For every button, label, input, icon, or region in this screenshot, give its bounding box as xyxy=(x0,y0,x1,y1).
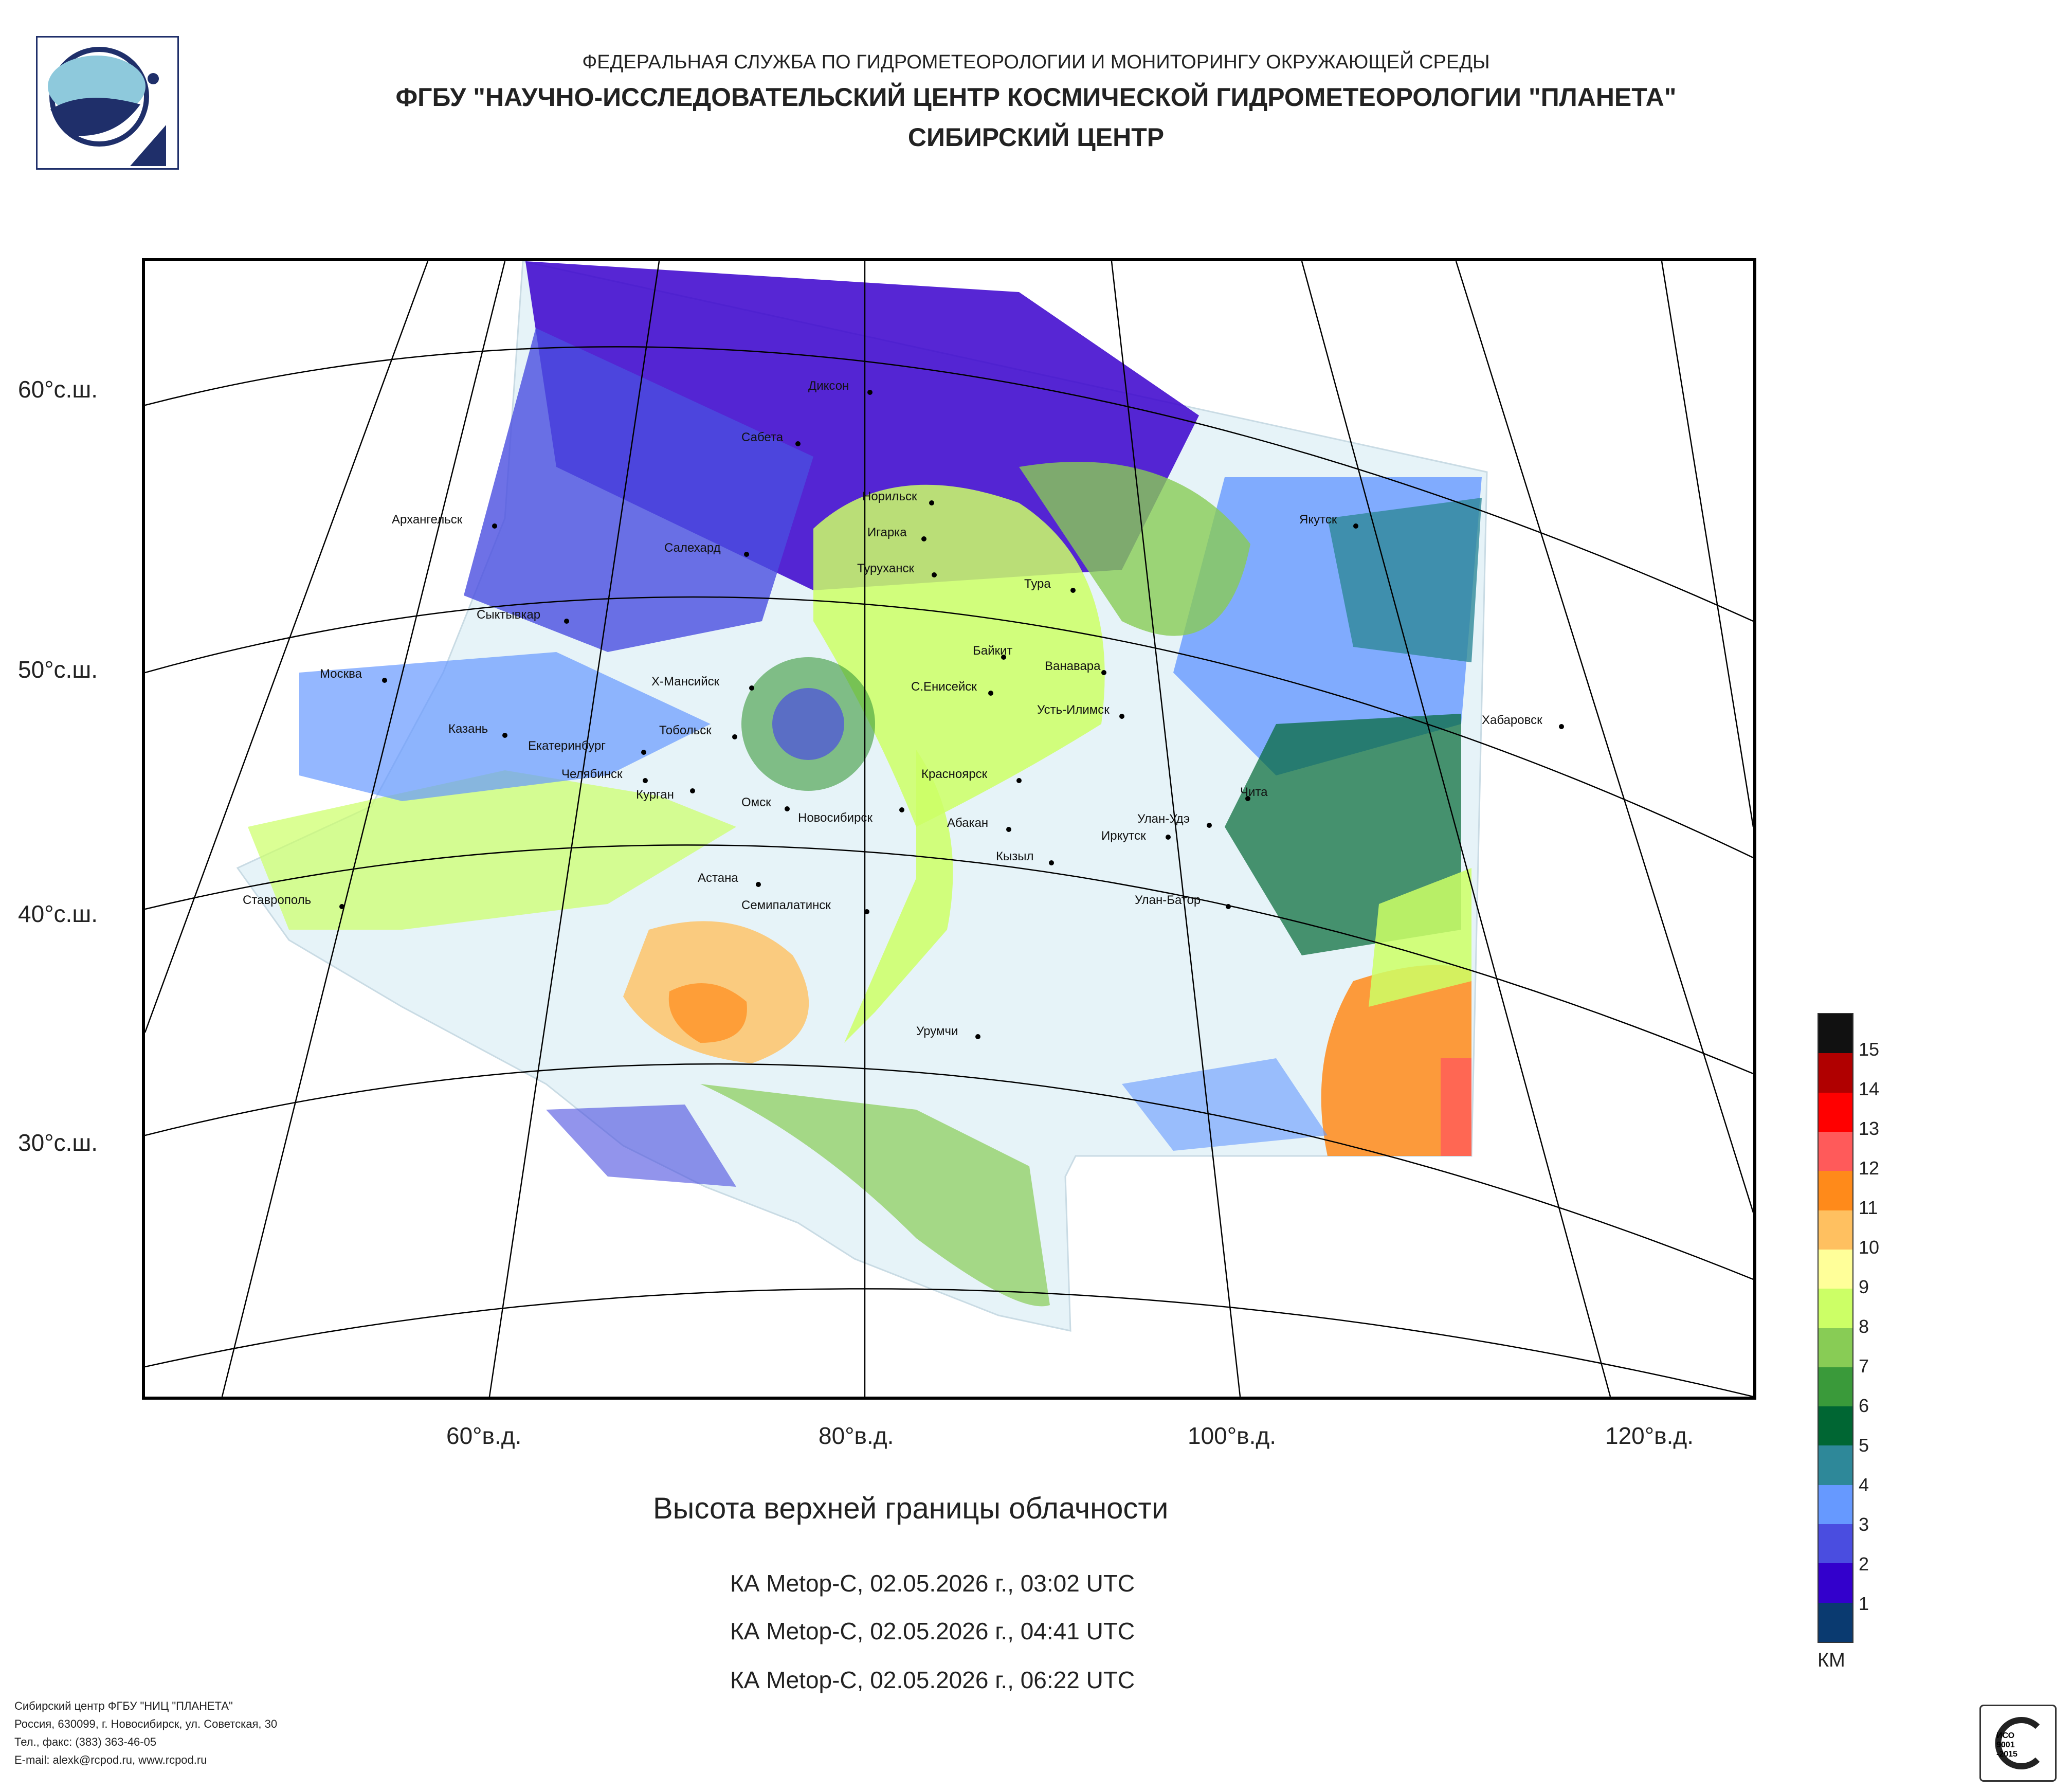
svg-text:-2015: -2015 xyxy=(1996,1750,2018,1759)
map-title: Высота верхней границы облачности xyxy=(653,1492,1169,1525)
legend-swatch xyxy=(1819,1014,1852,1054)
city-igarka: Игарка xyxy=(867,526,907,539)
legend-level-2: 2 xyxy=(1859,1553,1869,1575)
legend-level-14: 14 xyxy=(1859,1078,1880,1099)
city-abakan: Абакан xyxy=(947,816,988,830)
city-krasnoyarsk: Красноярск xyxy=(921,767,988,781)
city-tobolsk: Тобольск xyxy=(659,723,712,737)
legend-swatch xyxy=(1819,1563,1852,1603)
city-turukhansk: Туруханск xyxy=(857,562,914,575)
legend-swatch xyxy=(1819,1053,1852,1093)
iso-9001-stamp: ИСО 9001 -2015 xyxy=(1979,1705,2057,1782)
legend-swatch xyxy=(1819,1602,1852,1642)
legend-level-13: 13 xyxy=(1859,1118,1880,1139)
city-kyzyl: Кызыл xyxy=(996,849,1034,863)
satellite-pass-1: КА Metop-C, 02.05.2026 г., 03:02 UTC xyxy=(730,1570,1135,1597)
city-ust-ilimsk: Усть-Илимск xyxy=(1037,703,1110,717)
legend-level-10: 10 xyxy=(1859,1237,1880,1258)
legend-swatch xyxy=(1819,1210,1852,1250)
legend-swatch xyxy=(1819,1131,1852,1171)
center-name: ФГБУ "НАУЧНО-ИССЛЕДОВАТЕЛЬСКИЙ ЦЕНТР КОС… xyxy=(395,83,1677,112)
svg-text:9001: 9001 xyxy=(1996,1741,2015,1749)
legend-swatch xyxy=(1819,1406,1852,1446)
lon-label-120: 120°в.д. xyxy=(1605,1422,1694,1449)
city-khanty-mansiysk: Х-Мансийск xyxy=(651,675,720,689)
city-moscow: Москва xyxy=(320,667,362,681)
legend-level-3: 3 xyxy=(1859,1514,1869,1535)
city-baykit: Байкит xyxy=(973,644,1012,658)
city-sabeta: Сабета xyxy=(741,430,784,444)
footer-org: Сибирский центр ФГБУ "НИЦ "ПЛАНЕТА" xyxy=(14,1699,233,1712)
city-chelyabinsk: Челябинск xyxy=(561,767,623,781)
legend-swatch xyxy=(1819,1524,1852,1564)
satellite-pass-3: КА Metop-C, 02.05.2026 г., 06:22 UTC xyxy=(730,1667,1135,1693)
lon-label-80: 80°в.д. xyxy=(819,1422,894,1449)
legend-level-6: 6 xyxy=(1859,1395,1869,1416)
cloud-field xyxy=(236,261,1488,1332)
city-chita: Чита xyxy=(1240,785,1268,799)
legend-swatch xyxy=(1819,1092,1852,1132)
legend-level-5: 5 xyxy=(1859,1435,1869,1456)
planeta-logo xyxy=(36,36,179,170)
city-markers xyxy=(339,390,1564,1039)
city-omsk: Омск xyxy=(741,795,771,809)
legend-swatch xyxy=(1819,1445,1852,1485)
lon-label-60: 60°в.д. xyxy=(446,1422,522,1449)
legend-level-8: 8 xyxy=(1859,1316,1869,1337)
graticule xyxy=(145,261,1753,1397)
lat-label-50: 50°с.ш. xyxy=(18,656,98,683)
legend-swatch xyxy=(1819,1485,1852,1525)
city-ulan-bator: Улан-Батор xyxy=(1135,893,1201,907)
legend-swatch xyxy=(1819,1249,1852,1289)
city-ekaterinburg: Екатеринбург xyxy=(528,739,606,753)
height-legend-colorbar xyxy=(1817,1013,1853,1643)
legend-level-15: 15 xyxy=(1859,1039,1880,1060)
city-salekhard: Салехард xyxy=(664,541,721,555)
lon-label-100: 100°в.д. xyxy=(1188,1422,1276,1449)
city-arkhangelsk: Архангельск xyxy=(392,513,463,527)
branch-name: СИБИРСКИЙ ЦЕНТР xyxy=(907,123,1165,152)
city-ulan-ude: Улан-Удэ xyxy=(1137,812,1190,826)
legend-swatch xyxy=(1819,1367,1852,1407)
legend-level-4: 4 xyxy=(1859,1474,1869,1495)
city-kazan: Казань xyxy=(448,722,488,736)
city-vanavara: Ванавара xyxy=(1045,659,1101,673)
footer-address: Россия, 630099, г. Новосибирск, ул. Сове… xyxy=(14,1717,278,1730)
city-novosibirsk: Новосибирск xyxy=(798,811,873,825)
city-irkutsk: Иркутск xyxy=(1101,829,1146,843)
agency-name: ФЕДЕРАЛЬНАЯ СЛУЖБА ПО ГИДРОМЕТЕОРОЛОГИИ … xyxy=(582,51,1490,73)
satellite-pass-2: КА Metop-C, 02.05.2026 г., 04:41 UTC xyxy=(730,1618,1135,1644)
city-semipalatinsk: Семипалатинск xyxy=(741,898,831,912)
legend-level-1: 1 xyxy=(1859,1593,1869,1614)
city-kurgan: Курган xyxy=(636,788,674,802)
city-yakutsk: Якутск xyxy=(1299,513,1337,527)
city-tura: Тура xyxy=(1024,577,1051,591)
lat-label-30: 30°с.ш. xyxy=(18,1129,98,1156)
legend-swatch xyxy=(1819,1328,1852,1367)
city-stavropol: Ставрополь xyxy=(243,893,311,907)
city-labels: Диксон Сабета Норильск Игарка Туруханск … xyxy=(243,379,1542,1038)
city-khabarovsk: Хабаровск xyxy=(1482,713,1542,727)
city-urumqi: Урумчи xyxy=(916,1024,958,1038)
svg-text:ИСО: ИСО xyxy=(1996,1731,2014,1740)
legend-level-7: 7 xyxy=(1859,1355,1869,1377)
city-s-eniseysk: С.Енисейск xyxy=(911,680,977,694)
legend-unit: КМ xyxy=(1817,1650,1845,1671)
legend-swatch xyxy=(1819,1289,1852,1328)
city-norilsk: Норильск xyxy=(862,490,917,503)
legend-level-11: 11 xyxy=(1859,1197,1878,1218)
city-dikson: Диксон xyxy=(808,379,849,393)
legend-level-9: 9 xyxy=(1859,1276,1869,1297)
footer-phone: Тел., факс: (383) 363-46-05 xyxy=(14,1735,157,1748)
legend-swatch xyxy=(1819,1171,1852,1210)
lat-label-60: 60°с.ш. xyxy=(18,376,98,403)
city-syktyvkar: Сыктывкар xyxy=(477,608,540,622)
city-astana: Астана xyxy=(698,871,738,885)
legend-level-12: 12 xyxy=(1859,1157,1880,1179)
lat-label-40: 40°с.ш. xyxy=(18,900,98,927)
cloud-top-height-map: Диксон Сабета Норильск Игарка Туруханск … xyxy=(142,258,1756,1400)
footer-email: E-mail: alexk@rcpod.ru, www.rcpod.ru xyxy=(14,1753,207,1766)
